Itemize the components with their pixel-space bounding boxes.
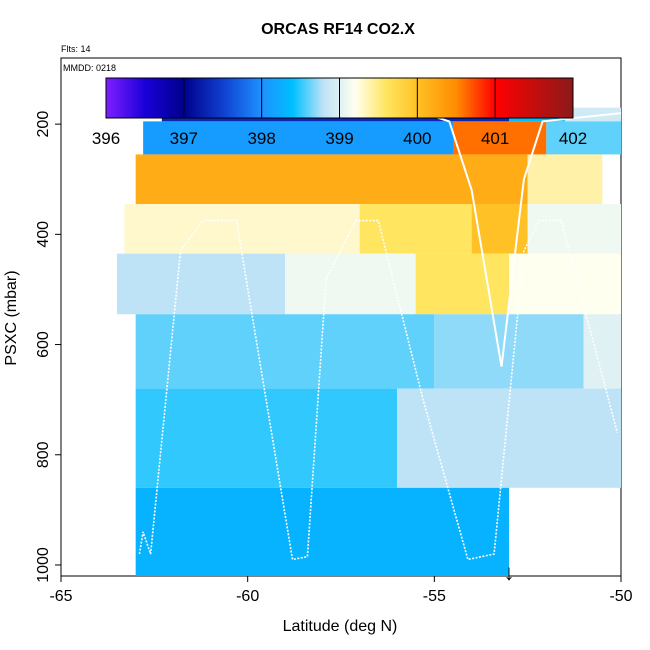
flight-track-line	[138, 219, 619, 561]
heatmap-cell-20	[397, 388, 621, 488]
colorbar-tick-label-2: 398	[247, 129, 275, 148]
heatmap-cell-8	[124, 204, 360, 254]
x-tick-label-2: -55	[423, 588, 446, 605]
heatmap-cell-5	[546, 121, 621, 155]
heatmap-cell-14	[415, 253, 509, 315]
x-tick-label-3: -50	[609, 588, 632, 605]
heatmap-cell-17	[434, 314, 584, 389]
x-axis: -65 -60 -55 -50	[49, 576, 633, 605]
colorbar-ticks: 396 397 398 399 400 401 402	[92, 78, 587, 148]
heatmap-cell-3	[143, 121, 453, 155]
y-tick-label-4: 1000	[35, 547, 52, 583]
colorbar-tick-label-0: 396	[92, 129, 120, 148]
heatmap-cell-7	[527, 154, 603, 205]
x-tick-label-0: -65	[49, 588, 72, 605]
x-axis-label: Latitude (deg N)	[283, 618, 398, 635]
heatmap-cell-16	[135, 314, 435, 389]
heatmap-cell-19	[135, 388, 397, 488]
colorbar-tick-label-5: 401	[481, 129, 509, 148]
y-axis: 200 400 600 800 1000	[35, 111, 61, 583]
y-tick-label-3: 800	[35, 441, 52, 468]
heatmap-cell-9	[359, 204, 472, 254]
heatmap-cell-13	[285, 253, 416, 315]
heatmap-cell-4	[453, 121, 547, 155]
y-tick-label-0: 200	[35, 111, 52, 138]
colorbar-tick-label-6: 402	[559, 129, 587, 148]
heatmap-cell-21	[135, 487, 509, 576]
heatmap-cells	[117, 107, 621, 576]
colorbar: 396 397 398 399 400 401 402	[92, 77, 587, 148]
heatmap-cell-15	[509, 253, 621, 315]
flights-annotation: Flts: 14	[61, 44, 91, 54]
latitude-marker: ↓	[504, 560, 515, 585]
colorbar-tick-label-4: 400	[403, 129, 431, 148]
x-tick-label-1: -60	[236, 588, 259, 605]
y-axis-label: PSXC (mbar)	[3, 270, 20, 365]
heatmap-cell-12	[117, 253, 285, 315]
y-tick-label-1: 400	[35, 221, 52, 248]
chart-title: ORCAS RF14 CO2.X	[261, 21, 415, 38]
date-annotation: MMDD: 0218	[63, 63, 116, 73]
heatmap-cell-11	[527, 204, 621, 254]
y-tick-label-2: 600	[35, 331, 52, 358]
colorbar-tick-label-3: 399	[325, 129, 353, 148]
colorbar-tick-label-1: 397	[170, 129, 198, 148]
